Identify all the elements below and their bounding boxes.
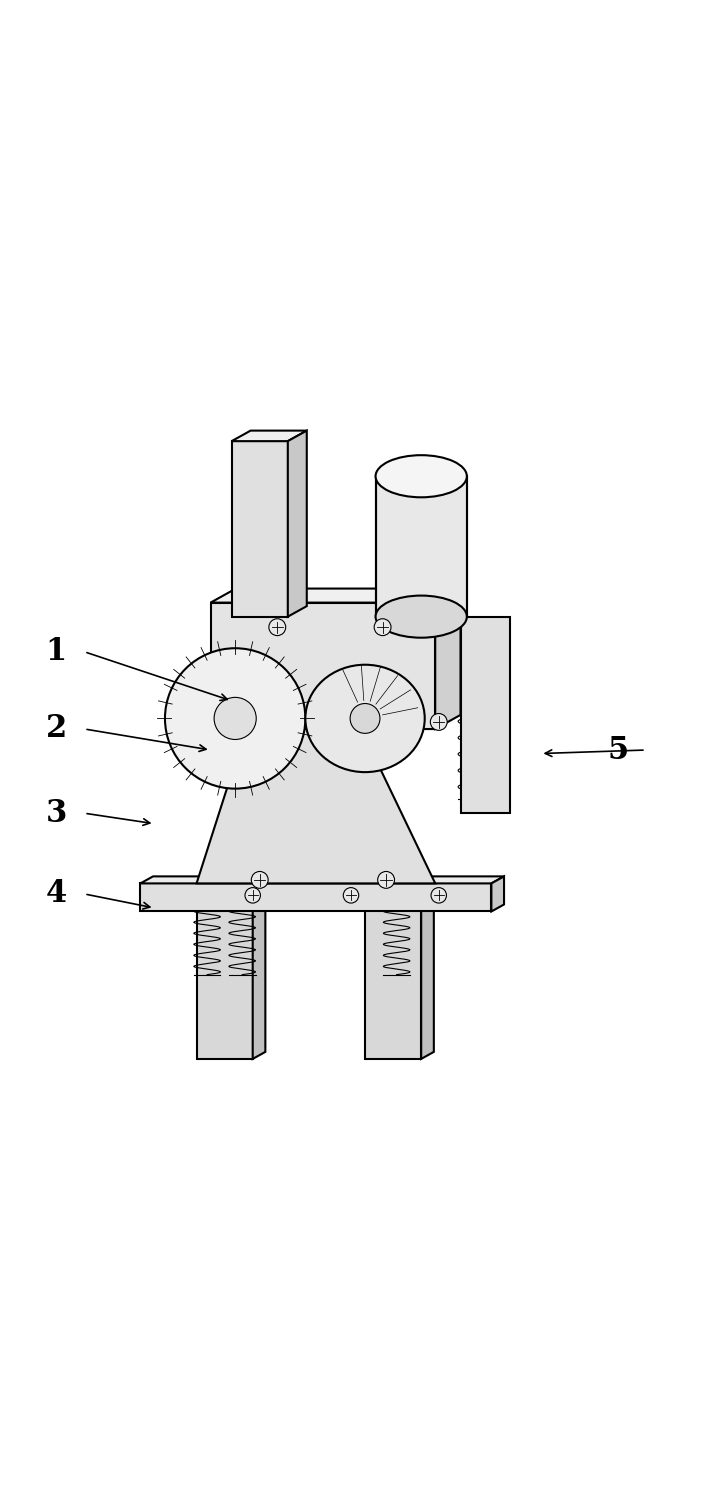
Polygon shape [197,707,435,883]
Ellipse shape [376,596,467,637]
Polygon shape [435,588,461,730]
Circle shape [269,618,286,636]
Bar [376,476,467,617]
Ellipse shape [305,664,425,773]
Circle shape [245,887,260,903]
Text: 1: 1 [46,636,67,667]
Polygon shape [211,588,461,603]
Polygon shape [253,701,364,707]
Text: 3: 3 [46,798,67,829]
Polygon shape [288,431,307,617]
Polygon shape [365,898,434,905]
Circle shape [374,618,391,636]
Circle shape [251,871,268,889]
Ellipse shape [376,455,467,498]
Text: 5: 5 [607,734,628,765]
Circle shape [343,887,359,903]
Polygon shape [197,898,265,905]
Polygon shape [365,905,421,1060]
Circle shape [378,871,395,889]
Bar [461,617,510,813]
Bar [211,603,435,730]
Circle shape [165,648,305,789]
Polygon shape [232,431,307,441]
Polygon shape [421,898,434,1060]
Polygon shape [140,877,504,883]
Text: 4: 4 [46,878,67,909]
Polygon shape [491,877,504,911]
Circle shape [431,887,446,903]
Ellipse shape [350,703,380,734]
Polygon shape [140,883,491,911]
Polygon shape [253,898,265,1060]
Circle shape [430,713,447,730]
Text: 2: 2 [46,713,67,744]
Circle shape [214,697,256,740]
Polygon shape [232,441,288,617]
Polygon shape [197,905,253,1060]
